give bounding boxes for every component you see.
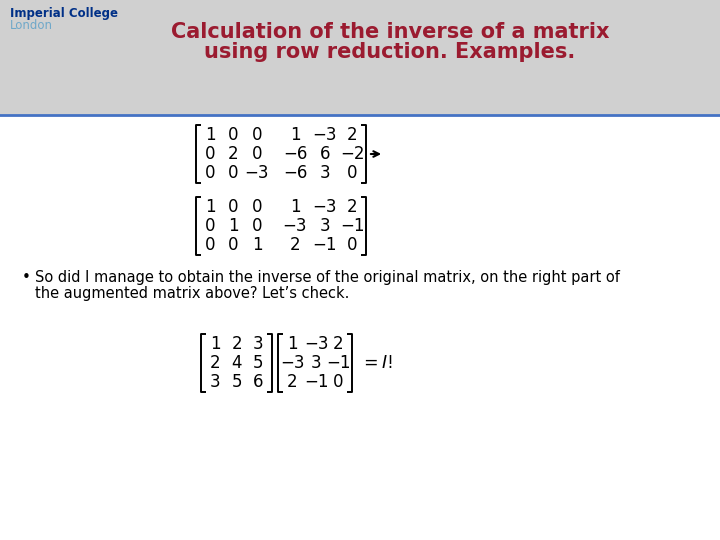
Text: 2: 2: [228, 145, 238, 163]
Text: 3: 3: [210, 373, 220, 391]
Text: 2: 2: [287, 373, 297, 391]
Text: 2: 2: [333, 335, 343, 353]
Text: London: London: [10, 19, 53, 32]
Text: −3: −3: [312, 126, 337, 144]
Text: 0: 0: [333, 373, 343, 391]
Text: $= \mathit{I}!$: $= \mathit{I}!$: [360, 354, 392, 372]
Text: −1: −1: [340, 217, 364, 235]
Text: 2: 2: [347, 126, 357, 144]
Text: 0: 0: [252, 217, 262, 235]
Text: −6: −6: [283, 164, 307, 182]
Text: 0: 0: [204, 145, 215, 163]
Text: 1: 1: [289, 198, 300, 216]
Text: 0: 0: [228, 236, 238, 254]
Text: −3: −3: [283, 217, 307, 235]
Text: 0: 0: [204, 164, 215, 182]
Text: 0: 0: [347, 164, 357, 182]
Text: 0: 0: [252, 126, 262, 144]
Text: −2: −2: [340, 145, 364, 163]
Text: 1: 1: [204, 198, 215, 216]
Text: −3: −3: [312, 198, 337, 216]
Text: 0: 0: [252, 145, 262, 163]
Text: −6: −6: [283, 145, 307, 163]
Text: −1: −1: [304, 373, 328, 391]
Text: 1: 1: [289, 126, 300, 144]
Text: Imperial College: Imperial College: [10, 7, 118, 20]
Text: 0: 0: [228, 164, 238, 182]
Text: 2: 2: [232, 335, 243, 353]
Text: 3: 3: [320, 217, 330, 235]
Text: 1: 1: [210, 335, 220, 353]
Text: 0: 0: [347, 236, 357, 254]
Text: 2: 2: [347, 198, 357, 216]
Text: 4: 4: [232, 354, 242, 372]
Text: the augmented matrix above? Let’s check.: the augmented matrix above? Let’s check.: [35, 286, 349, 301]
Text: 3: 3: [253, 335, 264, 353]
Text: −3: −3: [245, 164, 269, 182]
Text: 0: 0: [204, 236, 215, 254]
Text: 2: 2: [289, 236, 300, 254]
Text: using row reduction. Examples.: using row reduction. Examples.: [204, 42, 575, 62]
Text: 0: 0: [204, 217, 215, 235]
Text: 0: 0: [252, 198, 262, 216]
Text: 1: 1: [287, 335, 297, 353]
Text: 1: 1: [252, 236, 262, 254]
Text: −3: −3: [304, 335, 328, 353]
Text: 6: 6: [320, 145, 330, 163]
Text: 5: 5: [253, 354, 264, 372]
Text: So did I manage to obtain the inverse of the original matrix, on the right part : So did I manage to obtain the inverse of…: [35, 270, 620, 285]
Text: 1: 1: [228, 217, 238, 235]
Text: 3: 3: [320, 164, 330, 182]
Text: 3: 3: [311, 354, 321, 372]
Text: 0: 0: [228, 126, 238, 144]
Text: −1: −1: [312, 236, 337, 254]
Text: 0: 0: [228, 198, 238, 216]
Text: Calculation of the inverse of a matrix: Calculation of the inverse of a matrix: [171, 22, 609, 42]
Text: 6: 6: [253, 373, 264, 391]
FancyBboxPatch shape: [0, 0, 720, 115]
Text: 5: 5: [232, 373, 242, 391]
Text: 1: 1: [204, 126, 215, 144]
Text: •: •: [22, 270, 31, 285]
Text: −3: −3: [280, 354, 305, 372]
Text: 2: 2: [210, 354, 220, 372]
Text: −1: −1: [325, 354, 350, 372]
